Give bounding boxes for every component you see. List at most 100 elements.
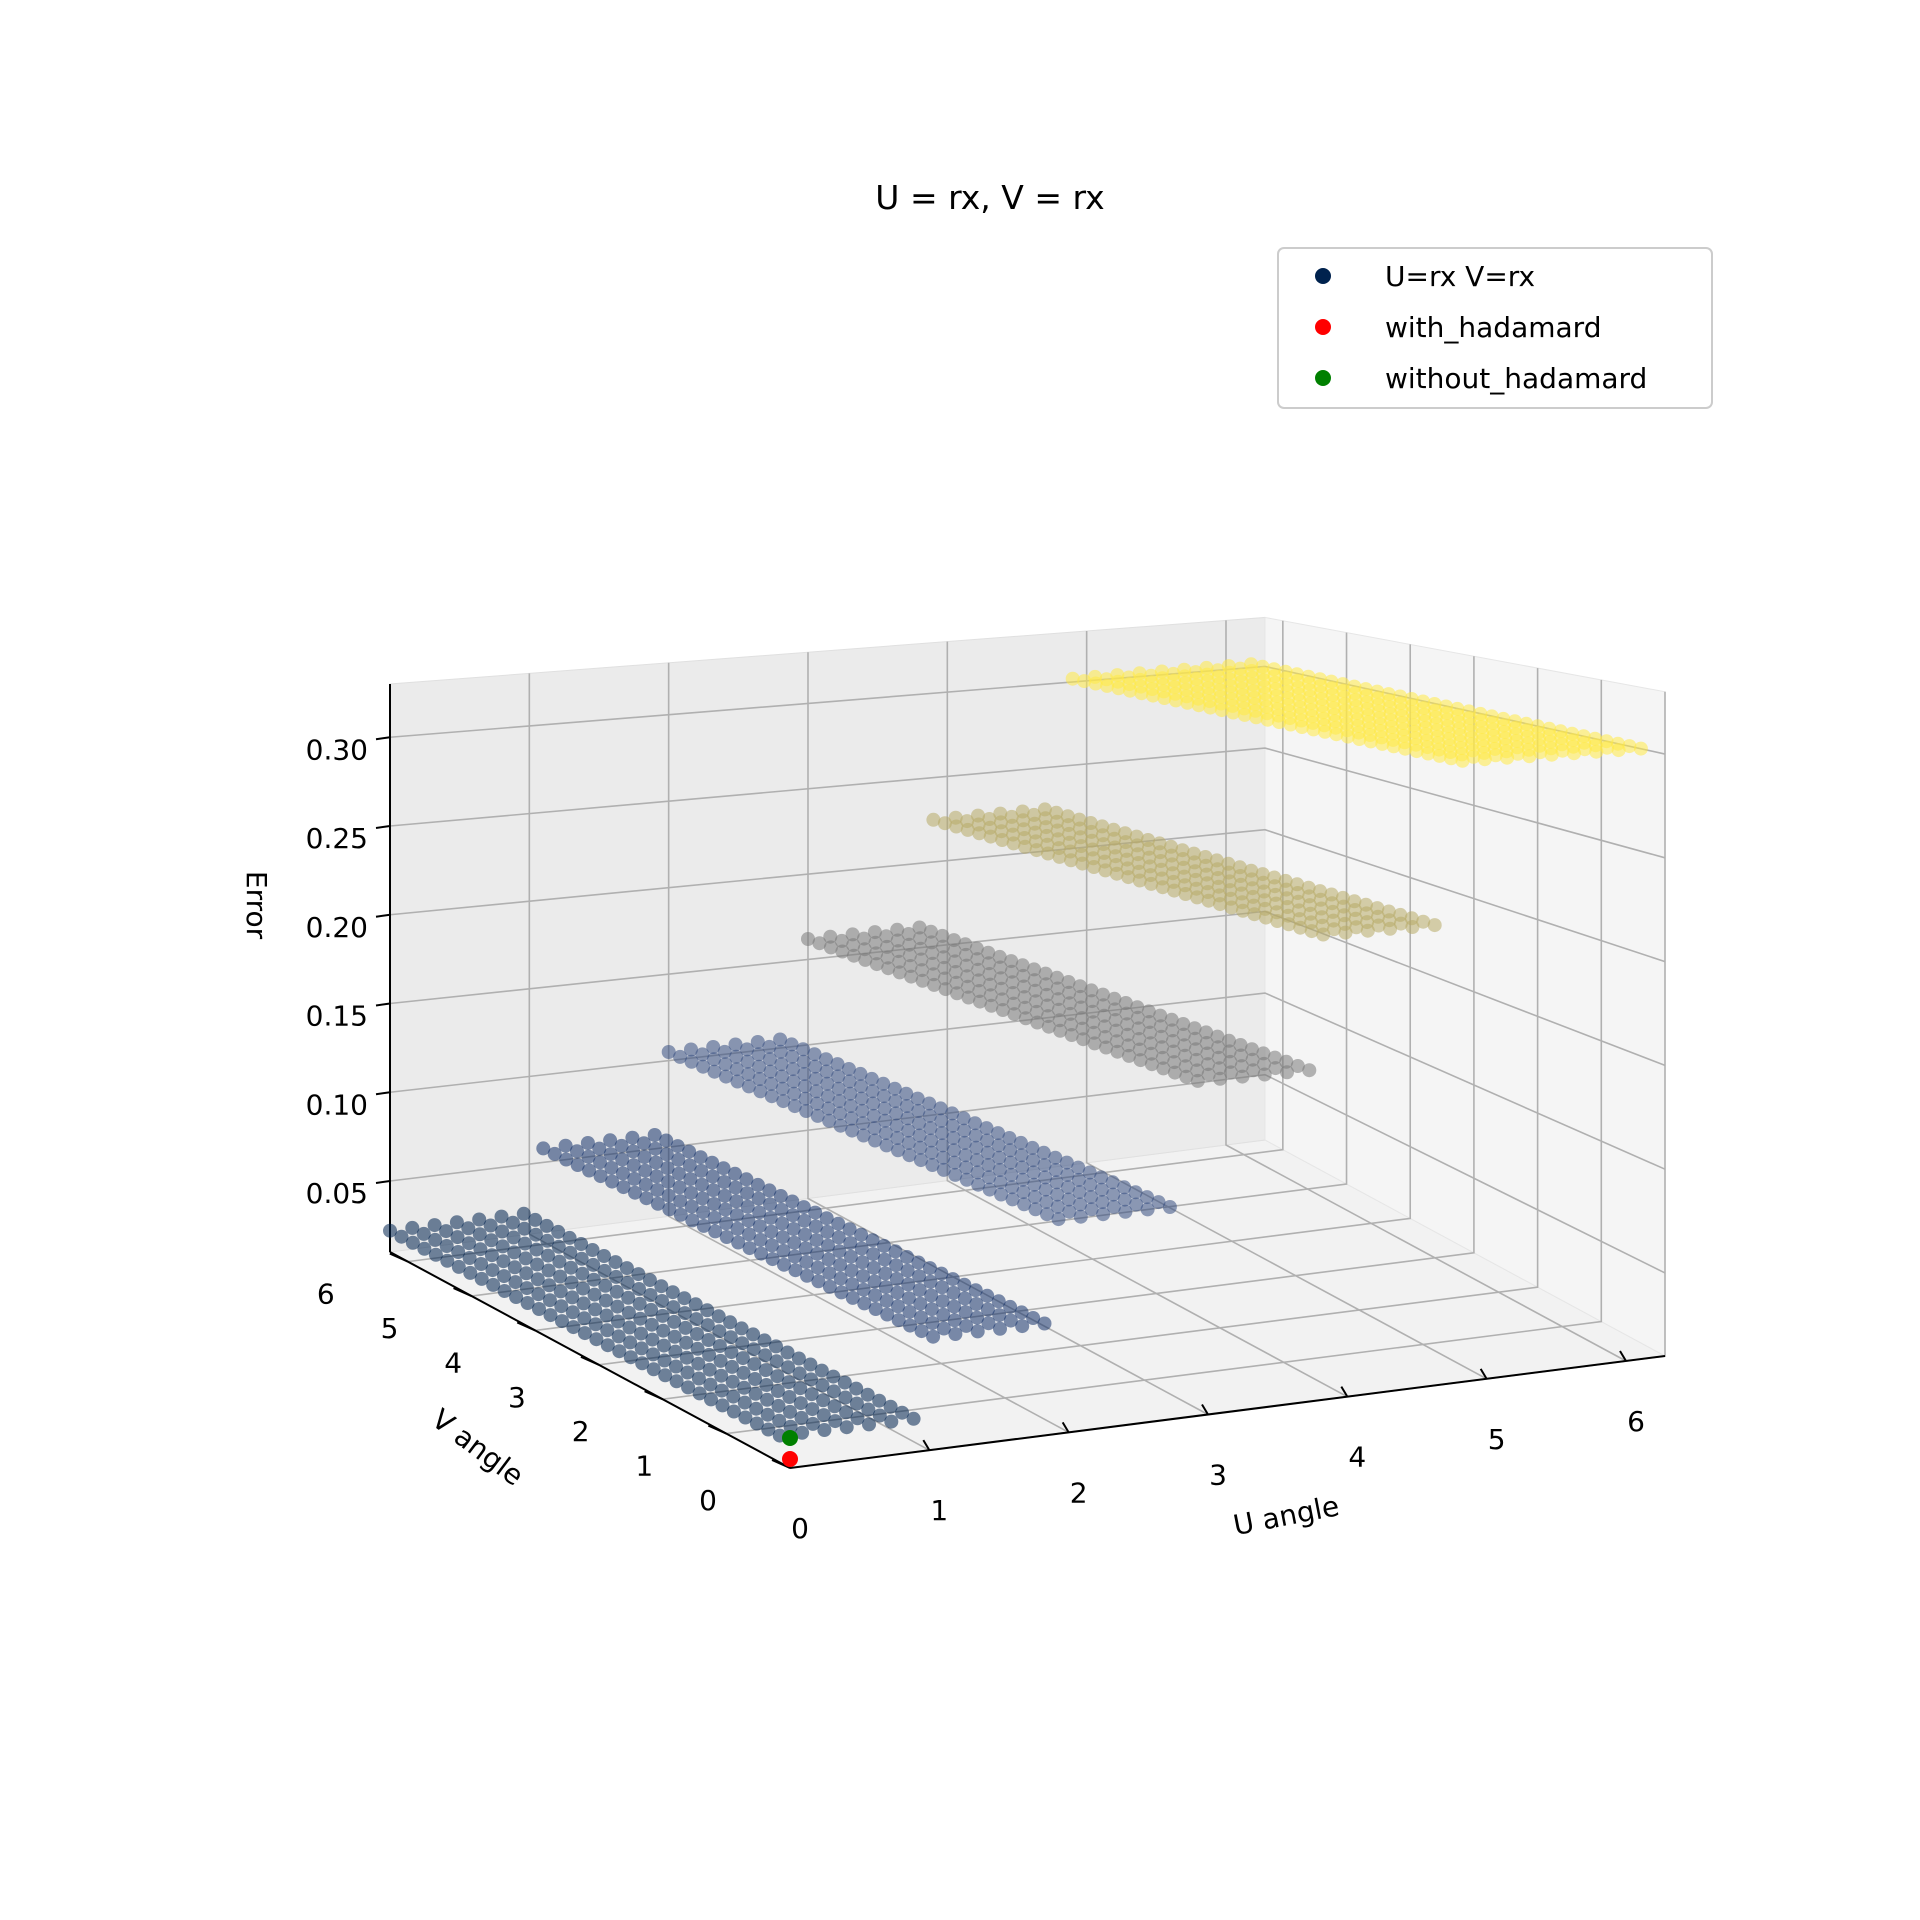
scatter-point (1416, 694, 1430, 709)
scatter-point (819, 1064, 834, 1079)
scatter-point (650, 1196, 665, 1211)
scatter-point (451, 1259, 466, 1274)
scatter-point (1094, 1170, 1109, 1185)
scatter-stripe (580, 1136, 985, 1339)
scatter-point (775, 1069, 789, 1084)
error-tick-mark (375, 1002, 391, 1007)
scatter-point (958, 1305, 973, 1320)
scatter-point (625, 1130, 640, 1145)
scatter-point (461, 1221, 476, 1236)
scatter-point (609, 1284, 624, 1299)
scatter-point (714, 1383, 729, 1398)
scatter-point (552, 1254, 567, 1269)
scatter-point (1028, 983, 1043, 998)
scatter-point (814, 1363, 829, 1378)
scatter-point (799, 1255, 814, 1269)
scatter-point (1164, 839, 1178, 854)
scatter-point (752, 1219, 767, 1234)
scatter-stripe (684, 1042, 1088, 1224)
scatter-point (449, 1215, 464, 1230)
scatter-point (980, 1145, 995, 1160)
scatter-point (1015, 958, 1030, 973)
scatter-point (1052, 1013, 1067, 1028)
scatter-point (690, 1327, 704, 1341)
scatter-point (925, 956, 940, 971)
scatter-point (497, 1269, 511, 1284)
scatter-point (925, 1316, 940, 1330)
scatter-point (925, 946, 940, 960)
scatter-point (883, 1399, 898, 1414)
scatter-point (536, 1141, 551, 1156)
scatter-point (1118, 1204, 1133, 1219)
scatter-point (1049, 805, 1064, 820)
scatter-point (1109, 1023, 1124, 1038)
scatter-point (902, 937, 917, 952)
scatter-point (586, 1257, 601, 1272)
scatter-point (542, 1278, 557, 1293)
scatter-point (644, 1317, 659, 1332)
scatter-point (1289, 667, 1304, 682)
scatter-point (809, 1084, 824, 1099)
scatter-point (1049, 1175, 1064, 1190)
error-tick-mark (375, 736, 391, 741)
scatter-point (748, 1386, 763, 1401)
scatter-point (860, 1387, 875, 1402)
scatter-point (889, 1118, 904, 1133)
scatter-point (849, 1396, 864, 1411)
scatter-point (1050, 1199, 1065, 1214)
scatter-point (748, 1372, 762, 1386)
scatter-point (1082, 1165, 1097, 1180)
scatter-point (1530, 719, 1545, 734)
scatter-point (742, 1227, 756, 1242)
scatter-point (1027, 973, 1042, 988)
legend-marker (1315, 319, 1331, 335)
scatter-point (915, 973, 930, 988)
scatter-point (764, 1238, 779, 1253)
scatter-point (960, 814, 975, 829)
scatter-point (984, 998, 999, 1013)
scatter-point (900, 1111, 915, 1126)
scatter-point (530, 1272, 545, 1287)
scatter-point (937, 816, 952, 831)
scatter-point (1210, 663, 1225, 678)
scatter-point (1404, 692, 1419, 706)
scatter-point (1461, 704, 1476, 719)
scatter-point (993, 1321, 1007, 1336)
scatter-point (993, 1175, 1008, 1190)
scatter-point (1267, 870, 1282, 885)
scatter-point (1118, 996, 1133, 1010)
scatter-point (587, 1287, 602, 1302)
scatter-point (935, 1294, 950, 1309)
scatter-point (1141, 1004, 1156, 1019)
scatter-point (692, 1386, 707, 1401)
scatter-point (815, 1378, 830, 1393)
scatter-point (983, 977, 998, 992)
scatter-point (696, 1059, 711, 1074)
scatter-point (843, 1099, 858, 1113)
scatter-point (845, 927, 860, 942)
scatter-point (1152, 836, 1167, 851)
scatter-point (913, 931, 928, 946)
scatter-point (505, 1215, 520, 1230)
scatter-point (1302, 1063, 1317, 1078)
scatter-point (599, 1308, 614, 1323)
scatter-point (1132, 1032, 1147, 1046)
scatter-point (1003, 1313, 1018, 1328)
scatter-point (1142, 1015, 1157, 1029)
scatter-point (1189, 1052, 1204, 1067)
scatter-point (678, 1320, 693, 1335)
scatter-point (543, 1308, 558, 1323)
scatter-point (751, 1047, 766, 1062)
scatter-point (1073, 1209, 1088, 1224)
scatter-point (1117, 1180, 1132, 1195)
scatter-point (1026, 1153, 1040, 1168)
scatter-point (1075, 1021, 1090, 1036)
scatter-point (1140, 1190, 1154, 1205)
scatter-point (719, 1216, 734, 1231)
scatter-stripe (728, 1037, 1133, 1219)
scatter-point (655, 1294, 669, 1308)
scatter-stripe (823, 929, 1228, 1086)
scatter-point (597, 1249, 611, 1263)
scatter-stripe (845, 927, 1250, 1084)
scatter-point (1071, 1172, 1086, 1187)
